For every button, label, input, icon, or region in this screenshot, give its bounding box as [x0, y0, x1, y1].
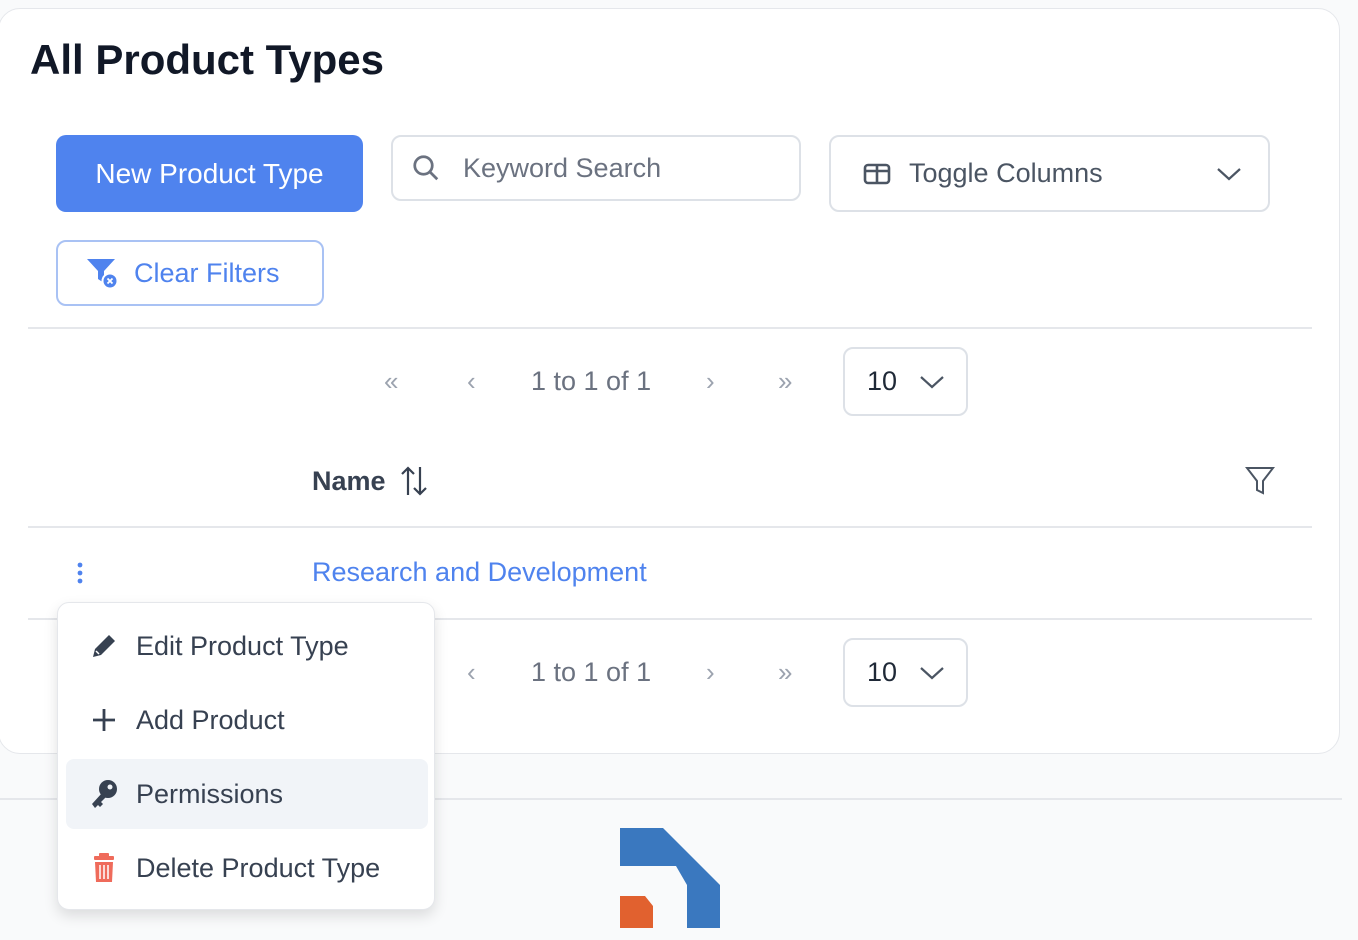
page-size-value: 10: [867, 657, 898, 687]
search-placeholder: Keyword Search: [463, 152, 662, 183]
last-page-button[interactable]: »: [778, 366, 793, 396]
menu-item-label: Permissions: [136, 778, 284, 809]
toggle-columns-label: Toggle Columns: [909, 158, 1103, 188]
footer-divider: [0, 798, 1342, 800]
pagination-summary: 1 to 1 of 1: [531, 366, 652, 396]
new-product-type-button[interactable]: New Product Type: [56, 135, 363, 212]
toggle-columns-dropdown[interactable]: Toggle Columns: [829, 135, 1270, 212]
page-title: All Product Types: [30, 36, 384, 83]
pagination-summary: 1 to 1 of 1: [531, 657, 652, 687]
row-actions-kebab-icon[interactable]: [76, 562, 84, 584]
divider: [28, 526, 1312, 528]
menu-item-label: Edit Product Type: [136, 630, 349, 661]
chevron-down-icon: [920, 375, 944, 388]
menu-item-label: Add Product: [136, 704, 285, 735]
pencil-icon: [93, 635, 115, 657]
row-name-link[interactable]: Research and Development: [312, 557, 647, 587]
search-icon: [413, 155, 439, 181]
prev-page-button[interactable]: ‹: [467, 657, 476, 687]
first-page-button[interactable]: «: [384, 366, 399, 396]
keyword-search-input[interactable]: Keyword Search: [391, 135, 801, 201]
column-filter-icon[interactable]: [1245, 466, 1275, 496]
last-page-button[interactable]: »: [778, 657, 793, 687]
company-logo: [620, 828, 720, 928]
prev-page-button[interactable]: ‹: [467, 366, 476, 396]
menu-item-edit-product-type[interactable]: Edit Product Type: [66, 611, 428, 681]
trash-icon: [94, 853, 114, 882]
chevron-down-icon: [1217, 167, 1241, 180]
menu-item-permissions[interactable]: Permissions: [66, 759, 428, 829]
sort-icon[interactable]: [400, 465, 428, 497]
page-size-select[interactable]: 10: [843, 347, 968, 416]
divider: [28, 327, 1312, 329]
menu-item-label: Delete Product Type: [136, 852, 381, 883]
chevron-down-icon: [920, 666, 944, 679]
page-size-select[interactable]: 10: [843, 638, 968, 707]
menu-item-add-product[interactable]: Add Product: [66, 685, 428, 755]
column-name-label: Name: [312, 465, 386, 496]
clear-filters-button[interactable]: Clear Filters: [56, 240, 324, 306]
plus-icon: [93, 709, 115, 731]
divider: [28, 618, 1312, 620]
row-actions-menu: Edit Product Type Add Product Permission…: [57, 602, 435, 910]
next-page-button[interactable]: ›: [706, 366, 715, 396]
next-page-button[interactable]: ›: [706, 657, 715, 687]
clear-filters-label: Clear Filters: [134, 257, 280, 288]
menu-item-delete-product-type[interactable]: Delete Product Type: [66, 833, 428, 903]
page-size-value: 10: [867, 366, 898, 396]
key-icon: [92, 780, 117, 808]
columns-icon: [863, 163, 891, 184]
column-header-name[interactable]: Name: [312, 465, 428, 497]
filter-clear-icon: [87, 259, 119, 289]
